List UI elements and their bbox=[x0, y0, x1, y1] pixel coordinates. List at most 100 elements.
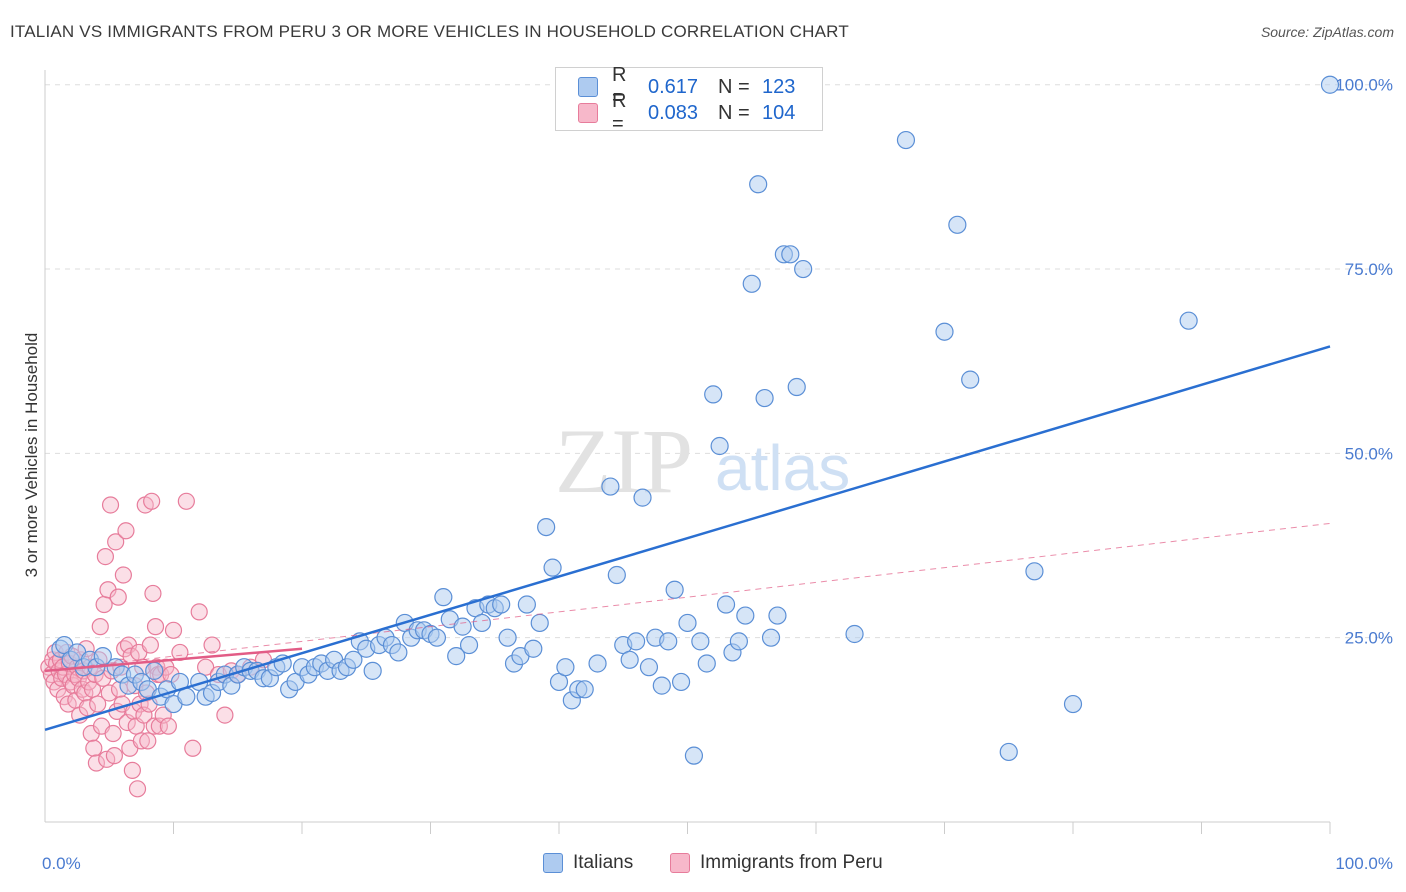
peru-point bbox=[91, 618, 109, 636]
legend-n-label: N = bbox=[718, 75, 750, 98]
peru-point bbox=[89, 695, 107, 713]
peru-point bbox=[114, 566, 132, 584]
italian-point bbox=[543, 558, 562, 577]
source-label: Source: ZipAtlas.com bbox=[1260, 24, 1394, 40]
peru-point bbox=[150, 717, 168, 735]
italian-point bbox=[768, 606, 787, 625]
peru-point bbox=[109, 588, 127, 606]
y-tick-label: 75.0% bbox=[1345, 260, 1393, 279]
italian-point bbox=[961, 370, 980, 389]
italian-point bbox=[999, 742, 1018, 762]
italian-point bbox=[492, 595, 511, 614]
peru-point bbox=[216, 706, 234, 724]
watermark-atlas: atlas bbox=[715, 432, 850, 504]
italian-point bbox=[845, 624, 864, 644]
italian-point bbox=[781, 245, 800, 264]
italian-point bbox=[601, 477, 620, 496]
italian-point bbox=[1179, 311, 1198, 330]
peru-point bbox=[135, 706, 153, 724]
x-tick-label: 100.0% bbox=[1335, 854, 1393, 873]
italian-point bbox=[935, 322, 954, 341]
italian-point bbox=[517, 595, 536, 614]
italian-point bbox=[671, 672, 691, 692]
legend-n-value: 104 bbox=[762, 101, 796, 124]
peru-point bbox=[107, 533, 125, 551]
legend-r-value: 0.083 bbox=[648, 101, 699, 124]
italian-point bbox=[697, 654, 716, 673]
y-tick-label: 100.0% bbox=[1335, 76, 1393, 95]
peru-point bbox=[145, 717, 163, 735]
italian-point bbox=[691, 632, 710, 651]
italian-point bbox=[472, 613, 491, 633]
peru-point bbox=[85, 739, 103, 757]
italian-point bbox=[607, 565, 626, 585]
italian-point bbox=[787, 377, 806, 397]
legend-r-value: 0.617 bbox=[648, 75, 699, 98]
italian-point bbox=[749, 175, 768, 194]
peru-point bbox=[184, 739, 202, 757]
watermark: ZIP atlas bbox=[555, 410, 850, 512]
peru-trend-extended bbox=[44, 522, 1331, 672]
y-tick-label: 25.0% bbox=[1345, 629, 1393, 648]
peru-swatch bbox=[578, 103, 598, 123]
peru-point bbox=[95, 595, 113, 614]
peru-point bbox=[132, 732, 150, 750]
bottom-legend-peru-label: Immigrants from Peru bbox=[700, 852, 883, 873]
italian-point bbox=[1063, 694, 1083, 714]
legend-n-label: N = bbox=[718, 101, 750, 124]
italian-point bbox=[633, 488, 652, 507]
italians-trend-line bbox=[44, 345, 1331, 732]
peru-point bbox=[78, 699, 97, 717]
italian-point bbox=[498, 628, 517, 647]
italian-point bbox=[575, 680, 594, 699]
chart-title: ITALIAN VS IMMIGRANTS FROM PERU 3 OR MOR… bbox=[10, 22, 849, 41]
italian-point bbox=[704, 385, 723, 404]
italian-point bbox=[537, 517, 556, 537]
italian-point bbox=[620, 650, 639, 669]
italian-point bbox=[434, 588, 453, 607]
italian-point bbox=[684, 746, 704, 765]
peru-point bbox=[104, 724, 122, 743]
italian-point bbox=[678, 613, 697, 633]
peru-trend-line bbox=[44, 647, 303, 673]
italian-point bbox=[363, 661, 382, 680]
peru-point bbox=[101, 496, 120, 514]
italian-point bbox=[652, 676, 671, 695]
peru-point bbox=[128, 780, 147, 798]
italian-point bbox=[896, 130, 916, 150]
peru-point bbox=[123, 761, 141, 779]
watermark-zip: ZIP bbox=[555, 410, 693, 512]
peru-point bbox=[203, 636, 221, 654]
italian-point bbox=[639, 658, 659, 677]
bottom-legend-italians: Italians bbox=[543, 852, 633, 874]
italian-point bbox=[794, 259, 813, 279]
italian-point bbox=[556, 658, 575, 677]
italian-point bbox=[761, 628, 781, 647]
peru-point bbox=[141, 636, 159, 654]
peru-point bbox=[177, 492, 195, 510]
italian-point bbox=[736, 606, 755, 625]
italian-point bbox=[145, 661, 164, 680]
italian-point bbox=[665, 580, 684, 599]
italian-point bbox=[659, 632, 678, 651]
italians-swatch bbox=[578, 77, 598, 97]
italian-points bbox=[51, 75, 1340, 765]
legend-n-value: 123 bbox=[762, 75, 796, 98]
italian-point bbox=[729, 632, 749, 651]
bottom-legend-italians-label: Italians bbox=[573, 852, 634, 873]
peru-point bbox=[105, 747, 123, 765]
italians-swatch bbox=[543, 853, 563, 873]
peru-point bbox=[96, 547, 114, 566]
bottom-legend: Italians Immigrants from Peru bbox=[0, 852, 1406, 878]
italian-point bbox=[1025, 562, 1044, 581]
italian-point bbox=[530, 613, 549, 633]
legend-r-label: R = bbox=[612, 90, 627, 135]
tick-labels: 25.0% 50.0% 75.0% 100.0% 0.0% 100.0% bbox=[42, 76, 1393, 873]
peru-point bbox=[197, 658, 215, 676]
italian-point bbox=[524, 639, 543, 658]
peru-point bbox=[87, 754, 106, 772]
legend-row-peru: R = 0.083 N = 104 bbox=[578, 90, 796, 135]
italian-point bbox=[453, 617, 472, 636]
italian-point bbox=[459, 635, 479, 655]
italian-point bbox=[344, 650, 363, 669]
